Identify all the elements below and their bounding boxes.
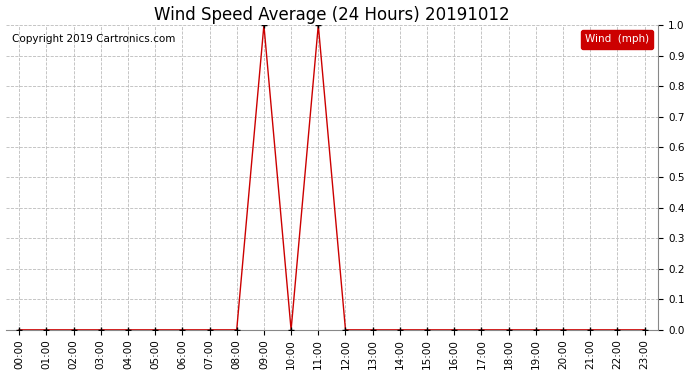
Title: Wind Speed Average (24 Hours) 20191012: Wind Speed Average (24 Hours) 20191012 [154,6,510,24]
Legend: Wind  (mph): Wind (mph) [580,30,653,49]
Text: Copyright 2019 Cartronics.com: Copyright 2019 Cartronics.com [12,34,175,44]
